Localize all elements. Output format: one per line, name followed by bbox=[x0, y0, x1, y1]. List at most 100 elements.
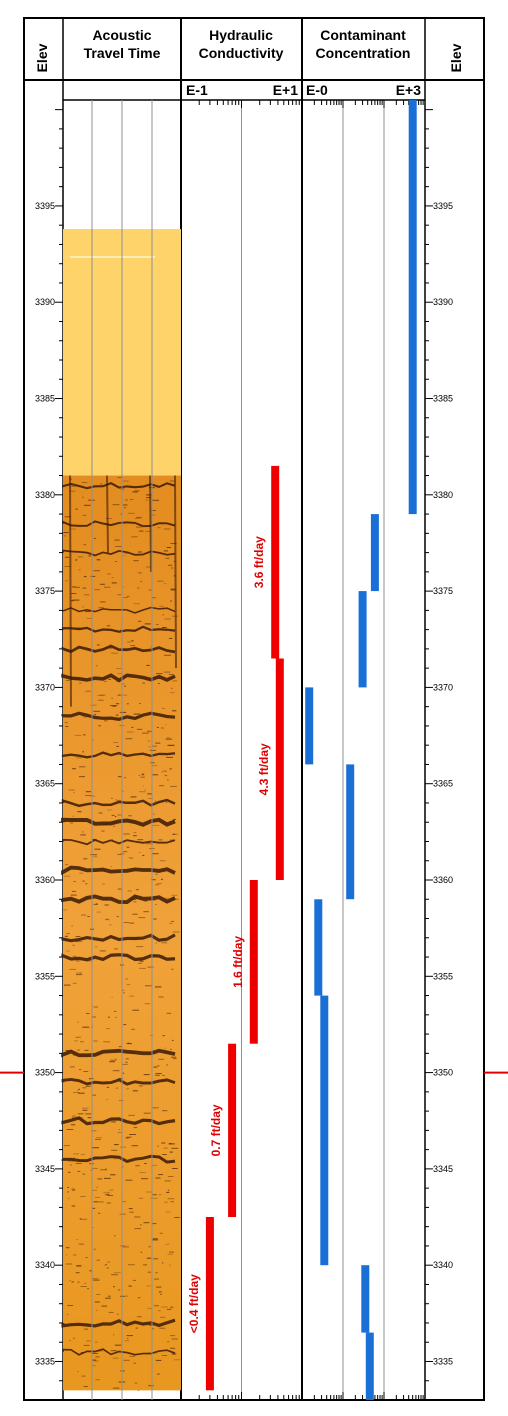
fracture-band bbox=[61, 625, 176, 633]
image-speckle bbox=[111, 1149, 118, 1151]
image-speckle bbox=[123, 1024, 127, 1026]
image-speckle bbox=[130, 898, 137, 900]
fracture-band bbox=[61, 482, 176, 490]
image-speckle bbox=[116, 916, 119, 918]
image-speckle bbox=[152, 1194, 157, 1196]
image-speckle bbox=[113, 1387, 120, 1389]
elev-tick-label-left: 3360 bbox=[35, 875, 55, 885]
image-speckle bbox=[63, 1145, 70, 1147]
image-speckle bbox=[75, 1036, 81, 1038]
image-speckle bbox=[166, 801, 168, 803]
image-speckle bbox=[167, 1176, 174, 1177]
image-speckle bbox=[155, 1074, 160, 1076]
image-speckle bbox=[122, 586, 124, 588]
vertical-streak bbox=[149, 475, 152, 572]
image-speckle bbox=[75, 974, 83, 976]
image-speckle bbox=[163, 1121, 165, 1123]
acoustic-title: Travel Time bbox=[84, 45, 161, 61]
image-speckle bbox=[158, 1291, 162, 1293]
image-speckle bbox=[69, 1164, 72, 1166]
image-speckle bbox=[83, 1071, 89, 1072]
image-speckle bbox=[126, 1043, 132, 1045]
image-speckle bbox=[121, 683, 125, 685]
image-speckle bbox=[82, 715, 84, 717]
image-speckle bbox=[71, 925, 73, 927]
image-speckle bbox=[156, 871, 159, 873]
image-speckle bbox=[166, 1064, 168, 1066]
image-speckle bbox=[141, 1178, 148, 1180]
image-speckle bbox=[133, 1355, 136, 1357]
image-speckle bbox=[138, 917, 146, 919]
image-speckle bbox=[91, 1352, 98, 1354]
image-speckle bbox=[117, 888, 122, 890]
image-speckle bbox=[134, 1216, 141, 1218]
image-speckle bbox=[170, 589, 176, 591]
image-speckle bbox=[148, 746, 151, 748]
image-speckle bbox=[123, 507, 126, 509]
image-speckle bbox=[140, 776, 145, 778]
image-speckle bbox=[108, 679, 111, 680]
image-speckle bbox=[161, 1142, 166, 1144]
image-speckle bbox=[131, 1145, 138, 1147]
elev-tick-label-right: 3360 bbox=[433, 875, 453, 885]
image-speckle bbox=[152, 774, 159, 776]
image-speckle bbox=[158, 1174, 163, 1176]
image-speckle bbox=[119, 1213, 126, 1215]
image-speckle bbox=[127, 595, 130, 597]
image-speckle bbox=[71, 593, 77, 594]
image-speckle bbox=[65, 1050, 73, 1051]
image-speckle bbox=[142, 774, 144, 776]
image-speckle bbox=[93, 537, 96, 539]
image-speckle bbox=[117, 776, 123, 778]
image-speckle bbox=[77, 1049, 80, 1051]
image-speckle bbox=[69, 968, 77, 970]
image-speckle bbox=[156, 673, 163, 675]
image-speckle bbox=[168, 564, 173, 566]
hk-interval-label: 3.6 ft/day bbox=[252, 536, 266, 588]
image-speckle bbox=[144, 623, 151, 625]
image-speckle bbox=[162, 1080, 167, 1082]
image-speckle bbox=[139, 530, 144, 532]
image-speckle bbox=[95, 1138, 101, 1140]
image-speckle bbox=[137, 524, 140, 526]
image-speckle bbox=[139, 967, 146, 969]
image-speckle bbox=[168, 744, 176, 746]
image-speckle bbox=[152, 824, 160, 826]
image-speckle bbox=[95, 716, 99, 718]
image-speckle bbox=[91, 1359, 97, 1361]
image-speckle bbox=[170, 1335, 175, 1337]
image-speckle bbox=[110, 1059, 117, 1061]
image-speckle bbox=[79, 972, 82, 974]
image-speckle bbox=[118, 1078, 123, 1080]
image-speckle bbox=[98, 699, 104, 701]
image-speckle bbox=[115, 1016, 117, 1018]
elev-tick-label-left: 3375 bbox=[35, 586, 55, 596]
image-speckle bbox=[66, 1313, 69, 1315]
elev-tick-label-right: 3350 bbox=[433, 1068, 453, 1078]
image-speckle bbox=[131, 1028, 135, 1030]
image-speckle bbox=[90, 704, 97, 706]
image-speckle bbox=[128, 512, 135, 514]
image-speckle bbox=[94, 1301, 100, 1303]
image-speckle bbox=[164, 654, 171, 656]
image-speckle bbox=[162, 707, 165, 709]
image-speckle bbox=[91, 1167, 98, 1169]
image-speckle bbox=[170, 786, 177, 787]
image-speckle bbox=[111, 582, 117, 584]
image-speckle bbox=[73, 1157, 75, 1159]
image-speckle bbox=[91, 1189, 97, 1191]
image-speckle bbox=[85, 883, 88, 885]
image-speckle bbox=[170, 600, 172, 602]
image-speckle bbox=[101, 830, 105, 832]
image-speckle bbox=[146, 1285, 151, 1287]
image-speckle bbox=[63, 532, 69, 534]
image-speckle bbox=[171, 1353, 177, 1355]
image-speckle bbox=[133, 603, 140, 605]
image-speckle bbox=[70, 822, 73, 824]
image-speckle bbox=[76, 960, 80, 962]
image-speckle bbox=[85, 1085, 91, 1087]
image-speckle bbox=[124, 777, 126, 779]
image-speckle bbox=[84, 1282, 87, 1284]
image-speckle bbox=[112, 504, 120, 506]
image-speckle bbox=[81, 1375, 86, 1377]
